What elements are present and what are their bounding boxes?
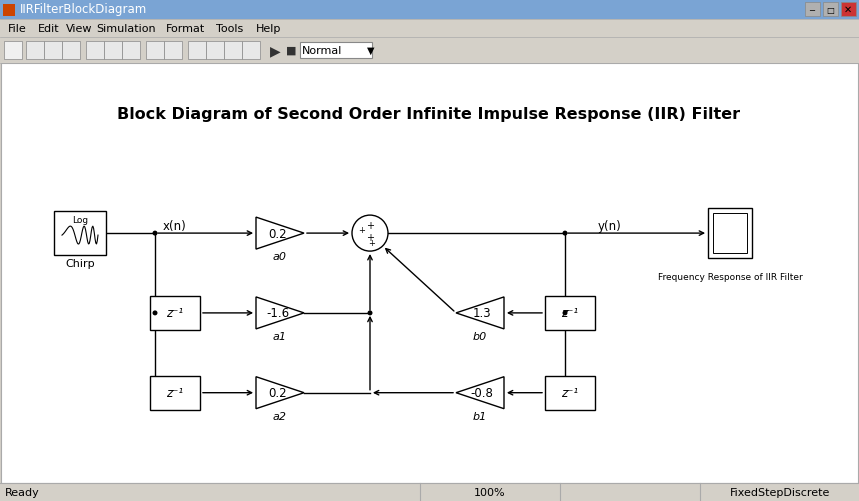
Text: +: + — [369, 238, 375, 247]
Bar — [26, 42, 44, 60]
Text: Help: Help — [256, 24, 282, 34]
Circle shape — [153, 231, 157, 236]
Text: Chirp: Chirp — [65, 259, 94, 269]
Bar — [188, 42, 206, 60]
Bar — [104, 42, 122, 60]
Text: Normal: Normal — [302, 46, 343, 56]
Bar — [242, 42, 260, 60]
Text: -1.6: -1.6 — [266, 307, 289, 320]
Text: ■: ■ — [286, 46, 296, 56]
Bar — [545, 296, 595, 330]
Text: □: □ — [826, 6, 834, 15]
Text: z⁻¹: z⁻¹ — [562, 386, 579, 399]
Text: ▶: ▶ — [270, 44, 281, 58]
Polygon shape — [456, 297, 504, 329]
Text: b0: b0 — [472, 331, 487, 341]
Bar — [300, 43, 372, 59]
Text: Simulation: Simulation — [96, 24, 155, 34]
Text: a1: a1 — [273, 331, 287, 341]
Text: ✕: ✕ — [844, 5, 852, 15]
Text: ─: ─ — [809, 6, 814, 15]
Bar — [146, 42, 164, 60]
Circle shape — [563, 231, 568, 236]
Bar — [0, 483, 859, 501]
Text: Format: Format — [166, 24, 205, 34]
Text: 100%: 100% — [474, 487, 506, 497]
Text: b1: b1 — [472, 411, 487, 421]
Bar — [62, 42, 80, 60]
Text: View: View — [66, 24, 93, 34]
Bar — [0, 0, 859, 20]
Bar — [44, 42, 62, 60]
Bar — [0, 20, 859, 38]
Bar — [708, 209, 752, 259]
Text: 0.2: 0.2 — [269, 227, 287, 240]
Bar — [122, 42, 140, 60]
Bar — [805, 3, 820, 17]
Bar — [713, 213, 747, 254]
Polygon shape — [256, 297, 304, 329]
Bar — [4, 42, 22, 60]
Text: 1.3: 1.3 — [472, 307, 491, 320]
Text: z⁻¹: z⁻¹ — [562, 307, 579, 320]
Circle shape — [352, 215, 388, 252]
Text: File: File — [8, 24, 27, 34]
Text: +: + — [358, 225, 365, 234]
Bar — [841, 3, 856, 17]
Text: y(n): y(n) — [598, 219, 622, 232]
Text: +: + — [366, 232, 374, 242]
Text: z⁻¹: z⁻¹ — [167, 386, 184, 399]
Bar — [150, 376, 200, 410]
Bar — [54, 212, 106, 256]
Bar — [0, 38, 859, 64]
Text: x(n): x(n) — [163, 219, 186, 232]
Text: IIRFilterBlockDiagram: IIRFilterBlockDiagram — [20, 4, 147, 17]
Bar — [164, 42, 182, 60]
Polygon shape — [256, 217, 304, 249]
Text: Frequency Response of IIR Filter: Frequency Response of IIR Filter — [658, 272, 802, 281]
Text: z⁻¹: z⁻¹ — [167, 307, 184, 320]
Polygon shape — [256, 377, 304, 409]
Text: +: + — [366, 220, 374, 230]
Text: 0.2: 0.2 — [269, 386, 287, 399]
Bar — [224, 42, 242, 60]
Text: a0: a0 — [273, 252, 287, 262]
Circle shape — [563, 311, 568, 316]
Text: FixedStepDiscrete: FixedStepDiscrete — [730, 487, 830, 497]
Bar — [206, 42, 224, 60]
Text: Ready: Ready — [5, 487, 40, 497]
Bar — [823, 3, 838, 17]
Polygon shape — [456, 377, 504, 409]
Text: Edit: Edit — [38, 24, 59, 34]
Bar — [3, 5, 15, 17]
Bar — [1, 64, 858, 483]
Bar — [150, 296, 200, 330]
Circle shape — [153, 311, 157, 316]
Text: a2: a2 — [273, 411, 287, 421]
Text: Tools: Tools — [216, 24, 243, 34]
Text: Log: Log — [72, 215, 88, 224]
Bar — [545, 376, 595, 410]
Circle shape — [368, 311, 373, 316]
Text: -0.8: -0.8 — [471, 386, 493, 399]
Bar — [86, 42, 104, 60]
Text: Block Diagram of Second Order Infinite Impulse Response (IIR) Filter: Block Diagram of Second Order Infinite I… — [118, 107, 740, 122]
Text: ▼: ▼ — [367, 46, 375, 56]
